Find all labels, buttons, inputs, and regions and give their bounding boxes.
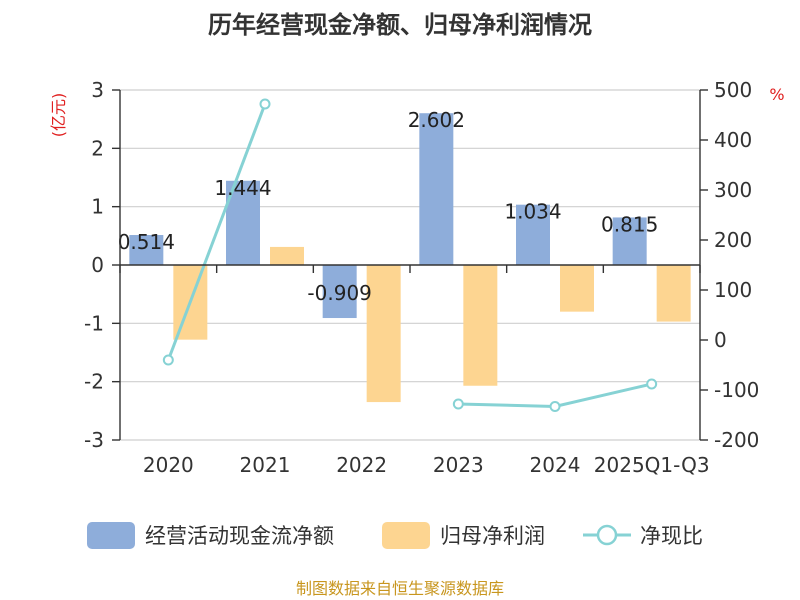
source-note: 制图数据来自恒生聚源数据库 (296, 579, 504, 598)
right-tick-label: 100 (714, 278, 752, 302)
legend: 经营活动现金流净额 归母净利润 净现比 (87, 522, 703, 549)
cashflow-bar (322, 265, 357, 319)
legend-label-cashflow: 经营活动现金流净额 (145, 524, 334, 548)
left-tick-label: 0 (91, 253, 104, 277)
left-tick-label: -2 (84, 370, 104, 394)
ratio-point (646, 378, 658, 390)
left-tick-label: -3 (84, 428, 104, 452)
cashflow-data-label: 0.815 (601, 212, 658, 236)
category-label: 2025Q1-Q3 (594, 453, 710, 477)
cashflow-data-label: -0.909 (307, 281, 371, 305)
legend-swatch-cashflow (87, 522, 135, 549)
category-label: 2023 (433, 453, 484, 477)
legend-marker-ratio (596, 524, 618, 546)
right-tick-label: 0 (714, 328, 727, 352)
right-tick-label: -100 (714, 378, 759, 402)
net-profit-bar (463, 265, 498, 386)
net-profit-bar (270, 246, 304, 265)
data-labels: 0.514 1.444 -0.909 2.602 1.034 0.815 (118, 108, 659, 305)
right-axis-ticks: -200 -100 0 100 200 300 400 500 (700, 78, 759, 452)
right-tick-label: 300 (714, 178, 752, 202)
cashflow-bar (419, 113, 454, 265)
ratio-line-segment (166, 103, 267, 361)
category-label: 2024 (530, 453, 581, 477)
net-profit-bar (560, 265, 594, 312)
chart-title: 历年经营现金净额、归母净利润情况 (208, 11, 592, 39)
axes (119, 90, 701, 440)
cashflow-data-label: 1.034 (504, 200, 561, 224)
category-label: 2020 (143, 453, 194, 477)
cashflow-data-label: 0.514 (118, 230, 175, 254)
right-axis-unit: % (769, 85, 784, 104)
left-axis-unit: (亿元) (49, 93, 68, 138)
right-tick-label: -200 (714, 428, 759, 452)
ratio-point (162, 354, 174, 366)
net-profit-bar (366, 265, 401, 403)
cashflow-bar (516, 204, 550, 265)
legend-label-ratio: 净现比 (640, 524, 703, 548)
left-tick-label: 2 (91, 136, 104, 160)
category-label: 2021 (240, 453, 291, 477)
ratio-point (259, 98, 271, 110)
legend-label-net-profit: 归母净利润 (440, 524, 545, 548)
cashflow-data-label: 2.602 (408, 108, 465, 132)
ratio-point (549, 401, 561, 412)
bars (129, 113, 691, 403)
net-profit-bar (656, 265, 691, 322)
right-tick-label: 500 (714, 78, 752, 102)
cashflow-data-label: 1.444 (214, 176, 271, 200)
category-labels: 2020 2021 2022 2023 2024 2025Q1-Q3 (143, 453, 710, 477)
left-tick-label: 1 (91, 195, 104, 219)
legend-swatch-net-profit (382, 522, 430, 549)
right-tick-label: 200 (714, 228, 752, 252)
cashflow-bar (129, 235, 164, 265)
ratio-line (162, 98, 658, 412)
grid-lines (120, 89, 700, 441)
ratio-point (452, 398, 464, 410)
left-tick-label: -1 (84, 311, 104, 335)
right-tick-label: 400 (714, 128, 752, 152)
category-label: 2022 (336, 453, 387, 477)
left-tick-label: 3 (91, 78, 104, 102)
left-axis-ticks: -3 -2 -1 0 1 2 3 (84, 78, 120, 452)
cashflow-bar (612, 217, 647, 265)
